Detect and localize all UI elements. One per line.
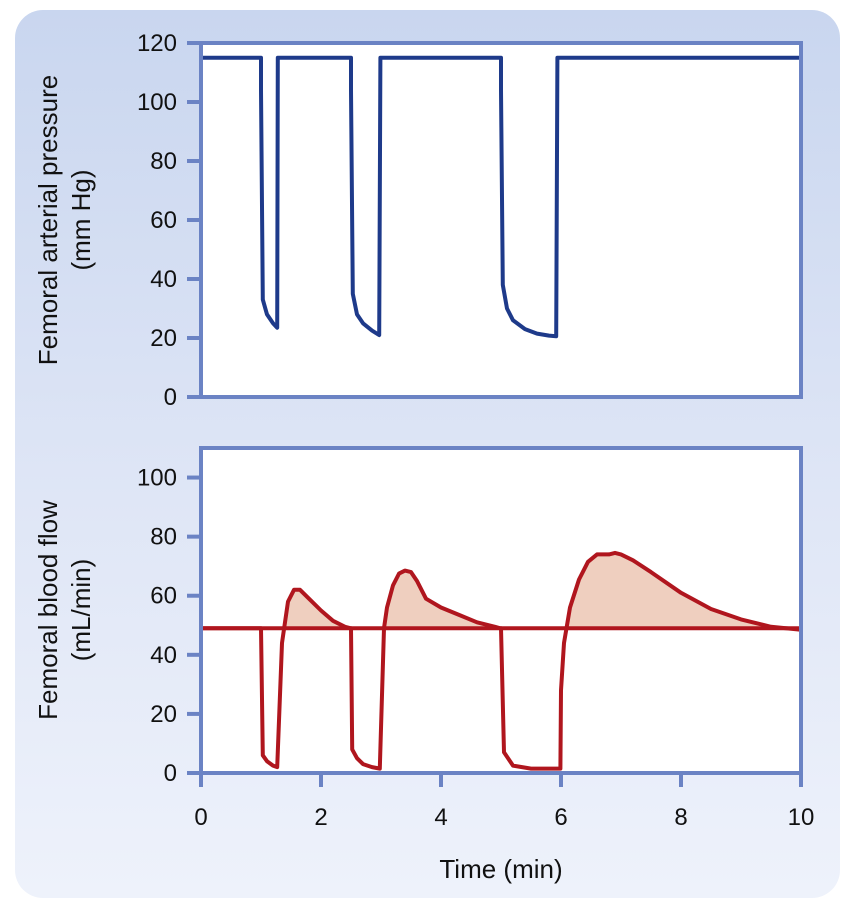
pressure-y-axis-label: Femoral arterial pressure bbox=[33, 75, 63, 365]
flow-y-axis-units: (mL/min) bbox=[66, 559, 96, 662]
flow-x-axis-label: Time (min) bbox=[439, 854, 562, 884]
y-tick-label: 100 bbox=[137, 89, 177, 116]
pressure-chart: 0 20 40 60 80 100 120 Femoral arterial pressur… bbox=[33, 30, 803, 411]
pressure-series-line bbox=[201, 55, 801, 339]
y-tick-label: 80 bbox=[150, 524, 177, 551]
flow-plot-frame bbox=[199, 446, 803, 775]
y-tick-label: 0 bbox=[164, 760, 177, 787]
pressure-y-axis-units: (mm Hg) bbox=[66, 169, 96, 270]
y-tick-label: 40 bbox=[150, 266, 177, 293]
y-tick-label: 80 bbox=[150, 148, 177, 175]
x-tick-label: 10 bbox=[788, 804, 815, 831]
y-tick-label: 20 bbox=[150, 701, 177, 728]
x-tick-label: 0 bbox=[194, 804, 207, 831]
y-tick-label: 0 bbox=[164, 384, 177, 411]
x-tick-label: 2 bbox=[314, 804, 327, 831]
flow-x-ticks: 0 2 4 6 8 10 bbox=[194, 773, 814, 831]
y-tick-label: 20 bbox=[150, 325, 177, 352]
x-tick-label: 6 bbox=[554, 804, 567, 831]
y-tick-label: 40 bbox=[150, 642, 177, 669]
pressure-plot-frame bbox=[199, 41, 803, 399]
y-tick-label: 120 bbox=[137, 30, 177, 57]
flow-y-ticks: 0 20 40 60 80 100 bbox=[137, 465, 201, 787]
y-tick-label: 60 bbox=[150, 583, 177, 610]
flow-y-axis-label: Femoral blood flow bbox=[33, 500, 63, 720]
y-tick-label: 60 bbox=[150, 207, 177, 234]
pressure-y-ticks: 0 20 40 60 80 100 120 bbox=[137, 30, 201, 411]
y-tick-label: 100 bbox=[137, 465, 177, 492]
x-tick-label: 8 bbox=[674, 804, 687, 831]
hyperemia-area bbox=[384, 570, 501, 629]
flow-series-line bbox=[201, 550, 802, 771]
x-tick-label: 4 bbox=[434, 804, 447, 831]
